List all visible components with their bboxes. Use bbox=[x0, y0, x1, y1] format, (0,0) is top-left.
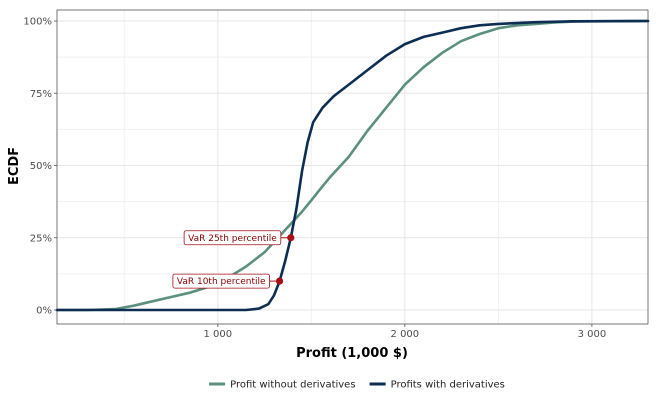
annotation-label: VaR 10th percentile bbox=[177, 277, 266, 287]
series-line-2 bbox=[55, 19, 650, 312]
annotation-label: VaR 25th percentile bbox=[188, 234, 277, 244]
series-line-1 bbox=[55, 19, 650, 312]
x-tick-label: 3 000 bbox=[578, 329, 607, 340]
legend-label: Profits with derivatives bbox=[391, 380, 505, 391]
legend-label: Profit without derivatives bbox=[230, 380, 355, 391]
legend: Profit without derivatives Profits with d… bbox=[209, 380, 505, 391]
annotation-1: VaR 25th percentile bbox=[183, 230, 295, 246]
y-tick-label: 25% bbox=[30, 233, 52, 244]
annotation-point bbox=[275, 277, 284, 285]
series-lines bbox=[55, 19, 650, 312]
x-tick-label: 1 000 bbox=[204, 329, 233, 340]
y-tick-label: 75% bbox=[30, 89, 52, 100]
legend-item-2: Profits with derivatives bbox=[369, 380, 505, 391]
x-axis-title: Profit (1,000 $) bbox=[296, 346, 408, 361]
annotations: VaR 25th percentile VaR 10th percentile bbox=[172, 230, 295, 289]
panel-border bbox=[56, 9, 649, 325]
y-tick-label: 50% bbox=[30, 161, 52, 172]
axis-ticks: 1 000 2 000 3 000 0% 25% 50% 75% 100% bbox=[23, 17, 606, 341]
grid bbox=[56, 9, 649, 325]
y-tick-label: 100% bbox=[23, 17, 52, 28]
annotation-point bbox=[287, 234, 295, 242]
legend-item-1: Profit without derivatives bbox=[209, 380, 356, 391]
x-tick-label: 2 000 bbox=[391, 329, 420, 340]
annotation-2: VaR 10th percentile bbox=[172, 273, 284, 289]
y-axis-title: ECDF bbox=[7, 147, 22, 185]
y-tick-label: 0% bbox=[36, 306, 52, 317]
